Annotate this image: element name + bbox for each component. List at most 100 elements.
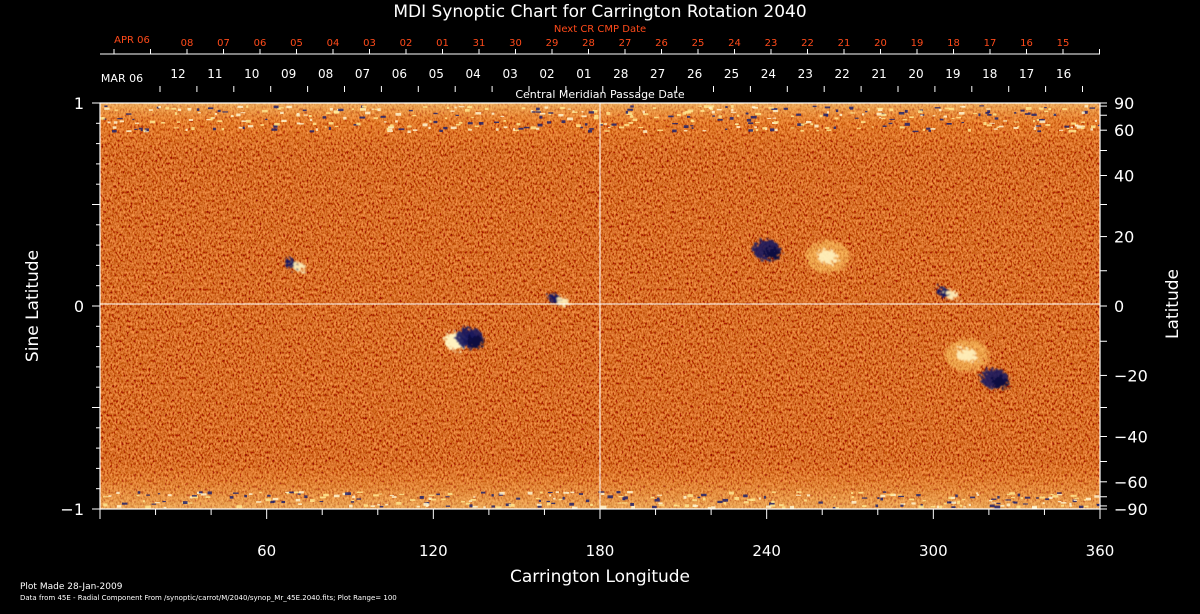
polar-speckle-mark xyxy=(436,493,440,496)
x-tick-label: 300 xyxy=(919,542,948,560)
polar-speckle-mark xyxy=(1042,502,1045,505)
polar-speckle-mark xyxy=(611,123,617,126)
polar-speckle-mark xyxy=(774,128,778,132)
polar-speckle-mark xyxy=(140,129,143,132)
positive-flux-patch xyxy=(956,348,977,363)
polar-speckle-mark xyxy=(917,110,923,114)
polar-speckle-mark xyxy=(850,112,855,114)
polar-speckle-mark xyxy=(1044,110,1049,113)
next-cmp-date: 01 xyxy=(436,38,449,49)
polar-speckle-mark xyxy=(771,491,777,493)
polar-speckle-mark xyxy=(281,500,286,504)
polar-speckle-mark xyxy=(521,107,526,110)
y-right-tick-label: −60 xyxy=(1114,473,1148,492)
polar-speckle-mark xyxy=(329,107,333,111)
next-start-month-label: APR 06 xyxy=(114,35,150,46)
polar-speckle-mark xyxy=(240,112,246,114)
polar-speckle-mark xyxy=(624,123,630,127)
polar-speckle-mark xyxy=(922,128,926,131)
cmp-date: 18 xyxy=(982,67,997,81)
polar-speckle-mark xyxy=(352,495,356,499)
polar-speckle-mark xyxy=(1071,122,1077,125)
polar-speckle-mark xyxy=(238,126,243,129)
polar-speckle-mark xyxy=(373,494,379,497)
next-cmp-date: 27 xyxy=(619,38,632,49)
polar-speckle-mark xyxy=(745,112,749,115)
polar-speckle-mark xyxy=(658,502,663,505)
next-cmp-date: 17 xyxy=(984,38,997,49)
polar-speckle-mark xyxy=(182,501,188,505)
polar-speckle-mark xyxy=(987,113,992,116)
cmp-axis-label: Central Meridian Passage Date xyxy=(515,88,684,101)
polar-speckle-mark xyxy=(594,114,599,118)
next-cmp-date: 03 xyxy=(363,38,376,49)
polar-speckle-mark xyxy=(994,117,999,120)
polar-speckle-mark xyxy=(142,500,146,503)
next-cmp-date: 05 xyxy=(290,38,303,49)
polar-speckle-mark xyxy=(585,499,590,503)
polar-speckle-mark xyxy=(818,501,823,504)
polar-speckle-mark xyxy=(256,501,262,503)
polar-speckle-mark xyxy=(769,502,775,506)
polar-speckle-mark xyxy=(685,110,691,114)
y-left-tick-label: −1 xyxy=(60,500,84,519)
polar-speckle-mark xyxy=(851,500,857,504)
polar-speckle-mark xyxy=(755,128,759,132)
polar-speckle-mark xyxy=(280,111,284,115)
polar-speckle-mark xyxy=(108,495,112,497)
polar-speckle xyxy=(100,105,1100,509)
polar-speckle-mark xyxy=(627,108,633,111)
polar-speckle-mark xyxy=(539,112,546,115)
y-right-tick-label: 40 xyxy=(1114,167,1134,186)
polar-speckle-mark xyxy=(943,503,947,505)
polar-speckle-mark xyxy=(210,117,213,120)
polar-speckle-mark xyxy=(1013,126,1019,129)
cmp-date: 22 xyxy=(835,67,850,81)
next-cr-label: Next CR CMP Date xyxy=(554,24,646,35)
polar-speckle-mark xyxy=(469,504,473,508)
polar-speckle-mark xyxy=(187,502,193,504)
polar-speckle-mark xyxy=(217,120,223,123)
polar-speckle-mark xyxy=(1006,493,1011,496)
polar-speckle-mark xyxy=(536,127,540,130)
polar-speckle-mark xyxy=(350,501,355,503)
negative-flux-core xyxy=(467,335,484,348)
polar-speckle-mark xyxy=(338,108,344,112)
polar-speckle-mark xyxy=(1094,495,1100,498)
polar-speckle-mark xyxy=(567,108,571,110)
polar-speckle-mark xyxy=(581,115,587,118)
cmp-date: 20 xyxy=(908,67,923,81)
polar-speckle-mark xyxy=(383,121,387,123)
polar-speckle-mark xyxy=(957,500,960,504)
polar-speckle-mark xyxy=(603,123,607,125)
polar-speckle-mark xyxy=(973,112,978,114)
polar-speckle-mark xyxy=(920,504,923,507)
cmp-date: 11 xyxy=(207,67,222,81)
polar-speckle-mark xyxy=(315,128,319,131)
polar-speckle-mark xyxy=(1070,126,1074,129)
polar-speckle-mark xyxy=(880,494,886,498)
polar-speckle-mark xyxy=(407,130,411,134)
polar-speckle-mark xyxy=(222,111,228,113)
y-axis-right: 90 60 40 20 0 −20 −40 −60 −90 xyxy=(1100,94,1148,519)
polar-speckle-mark xyxy=(377,503,380,506)
polar-speckle-mark xyxy=(207,107,214,110)
polar-speckle-mark xyxy=(989,122,995,124)
polar-speckle-mark xyxy=(632,118,638,122)
polar-speckle-mark xyxy=(1090,125,1096,129)
polar-speckle-mark xyxy=(445,505,451,507)
polar-speckle-mark xyxy=(1075,125,1081,127)
polar-speckle-mark xyxy=(920,114,923,117)
polar-speckle-mark xyxy=(458,106,465,108)
polar-speckle-mark xyxy=(471,116,474,119)
polar-speckle-mark xyxy=(188,119,194,121)
next-cmp-date: 02 xyxy=(400,38,413,49)
polar-speckle-mark xyxy=(345,492,352,496)
polar-speckle-mark xyxy=(717,118,723,121)
polar-speckle-mark xyxy=(909,498,915,501)
polar-speckle-mark xyxy=(408,109,413,112)
polar-speckle-mark xyxy=(1035,497,1039,499)
polar-speckle-mark xyxy=(351,499,355,502)
polar-speckle-mark xyxy=(683,130,688,132)
polar-speckle-mark xyxy=(1070,129,1077,133)
